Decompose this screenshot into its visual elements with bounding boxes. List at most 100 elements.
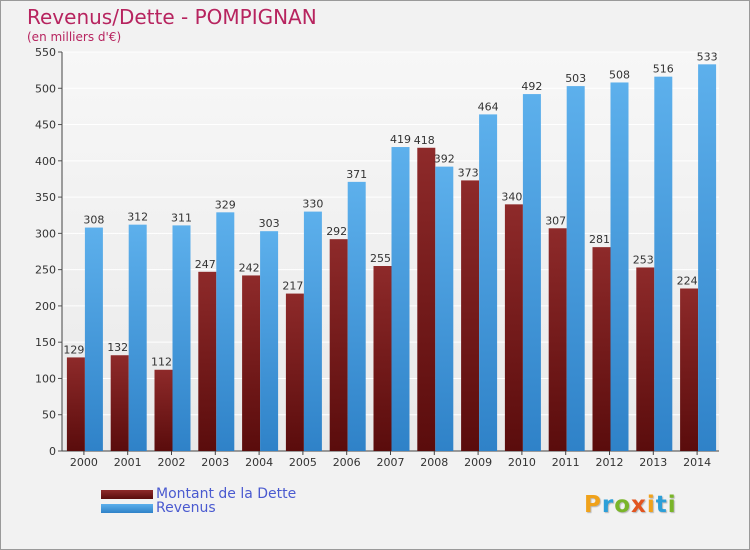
legend-swatch-revenus bbox=[101, 503, 153, 513]
y-tick-label: 200 bbox=[35, 300, 56, 313]
chart-subtitle: (en milliers d'€) bbox=[27, 30, 122, 44]
bar-revenus bbox=[698, 64, 717, 451]
x-tick-label: 2012 bbox=[596, 456, 624, 469]
data-label-revenus: 392 bbox=[434, 153, 455, 166]
x-tick-label: 2004 bbox=[245, 456, 273, 469]
bar-revenus bbox=[347, 181, 366, 451]
bar-dette bbox=[373, 266, 392, 451]
data-label-revenus: 492 bbox=[521, 80, 542, 93]
y-tick-label: 400 bbox=[35, 155, 56, 168]
data-label-dette: 242 bbox=[239, 261, 260, 274]
bar-revenus bbox=[260, 231, 279, 451]
chart-title: Revenus/Dette - POMPIGNAN bbox=[27, 5, 317, 29]
bar-revenus bbox=[566, 86, 585, 451]
logo-letter: o bbox=[614, 492, 632, 518]
bar-dette bbox=[417, 147, 436, 451]
data-label-revenus: 308 bbox=[83, 214, 104, 227]
x-tick-label: 2003 bbox=[201, 456, 229, 469]
data-label-revenus: 303 bbox=[259, 217, 280, 230]
x-tick-label: 2013 bbox=[639, 456, 667, 469]
bar-dette bbox=[66, 357, 85, 451]
bar-dette bbox=[548, 228, 567, 451]
bar-revenus bbox=[391, 147, 410, 451]
bar-revenus bbox=[172, 225, 191, 451]
data-label-dette: 217 bbox=[282, 280, 303, 293]
bar-dette bbox=[680, 288, 699, 451]
bar-dette bbox=[461, 180, 480, 451]
data-label-dette: 112 bbox=[151, 356, 172, 369]
data-label-dette: 247 bbox=[195, 258, 216, 271]
data-label-revenus: 516 bbox=[653, 63, 674, 76]
logo-letter: t bbox=[655, 492, 668, 518]
data-label-dette: 307 bbox=[545, 214, 566, 227]
data-label-revenus: 503 bbox=[565, 72, 586, 85]
bar-revenus bbox=[479, 114, 498, 451]
bar-revenus bbox=[216, 212, 235, 451]
data-label-dette: 224 bbox=[677, 274, 698, 287]
x-tick-label: 2006 bbox=[333, 456, 361, 469]
y-tick-label: 150 bbox=[35, 336, 56, 349]
bar-revenus bbox=[522, 94, 541, 452]
bar-dette bbox=[154, 369, 173, 451]
y-tick-label: 450 bbox=[35, 119, 56, 132]
data-label-dette: 418 bbox=[414, 134, 435, 147]
legend-item-dette: Montant de la Dette bbox=[101, 486, 297, 502]
bar-revenus bbox=[435, 166, 454, 451]
x-tick-label: 2009 bbox=[464, 456, 492, 469]
x-tick-label: 2007 bbox=[377, 456, 405, 469]
bar-revenus bbox=[84, 227, 103, 451]
logo-letter: i bbox=[646, 492, 656, 518]
bar-revenus bbox=[303, 211, 322, 451]
data-label-revenus: 330 bbox=[302, 198, 323, 211]
proxiti-logo: Proxiti bbox=[584, 492, 677, 518]
bar-dette bbox=[242, 275, 261, 451]
x-tick-label: 2011 bbox=[552, 456, 580, 469]
bar-revenus bbox=[654, 76, 673, 451]
data-label-revenus: 329 bbox=[215, 198, 236, 211]
data-label-dette: 129 bbox=[63, 343, 84, 356]
legend-swatch-dette bbox=[101, 489, 153, 499]
data-label-dette: 253 bbox=[633, 253, 654, 266]
x-tick-label: 2001 bbox=[114, 456, 142, 469]
x-tick-label: 2010 bbox=[508, 456, 536, 469]
data-label-dette: 340 bbox=[501, 190, 522, 203]
logo-letter: x bbox=[631, 492, 647, 518]
logo-letter: i bbox=[667, 492, 677, 518]
data-label-dette: 132 bbox=[107, 341, 128, 354]
bar-revenus bbox=[128, 224, 147, 451]
x-tick-label: 2005 bbox=[289, 456, 317, 469]
legend-item-revenus: Revenus bbox=[101, 500, 296, 516]
data-label-dette: 373 bbox=[458, 166, 479, 179]
x-tick-label: 2002 bbox=[158, 456, 186, 469]
legend-label-dette: Montant de la Dette bbox=[156, 486, 297, 502]
bar-dette bbox=[636, 267, 655, 451]
x-tick-label: 2000 bbox=[70, 456, 98, 469]
y-tick-label: 300 bbox=[35, 227, 56, 240]
bar-dette bbox=[198, 271, 217, 451]
data-label-revenus: 371 bbox=[346, 168, 367, 181]
bar-dette bbox=[285, 293, 304, 451]
legend-label-revenus: Revenus bbox=[156, 500, 216, 516]
data-label-revenus: 311 bbox=[171, 211, 192, 224]
data-label-revenus: 312 bbox=[127, 211, 148, 224]
bar-dette bbox=[592, 247, 611, 451]
x-tick-label: 2014 bbox=[683, 456, 711, 469]
data-label-revenus: 464 bbox=[478, 100, 499, 113]
y-tick-label: 0 bbox=[49, 445, 56, 458]
y-tick-label: 250 bbox=[35, 264, 56, 277]
bar-revenus bbox=[610, 82, 629, 452]
logo-letter: P bbox=[584, 492, 602, 518]
logo-letter: r bbox=[601, 492, 615, 518]
bar-dette bbox=[504, 204, 523, 451]
y-tick-label: 500 bbox=[35, 82, 56, 95]
y-tick-label: 50 bbox=[42, 409, 56, 422]
y-tick-label: 550 bbox=[35, 46, 56, 59]
y-tick-label: 100 bbox=[35, 372, 56, 385]
x-tick-label: 2008 bbox=[420, 456, 448, 469]
data-label-dette: 255 bbox=[370, 252, 391, 265]
data-label-revenus: 419 bbox=[390, 133, 411, 146]
data-label-dette: 281 bbox=[589, 233, 610, 246]
data-label-revenus: 508 bbox=[609, 68, 630, 81]
